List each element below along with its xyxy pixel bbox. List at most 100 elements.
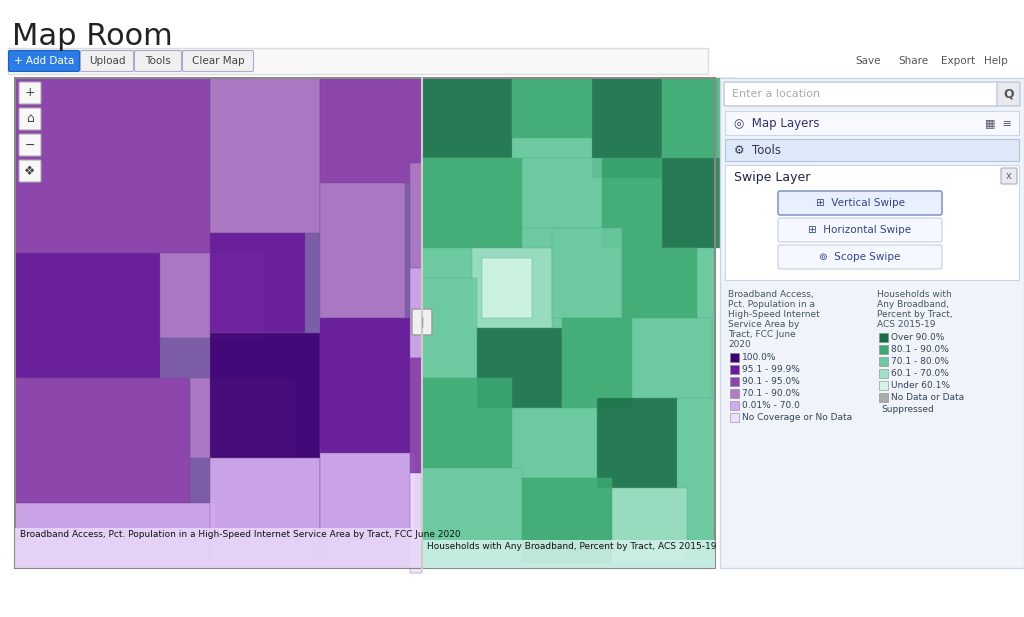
Bar — [482, 258, 532, 318]
Bar — [210, 233, 305, 333]
Bar — [730, 377, 739, 386]
FancyBboxPatch shape — [134, 51, 181, 72]
Bar — [15, 78, 422, 568]
Text: Over 90.0%: Over 90.0% — [891, 333, 944, 342]
Bar — [725, 165, 1019, 280]
Text: 2020: 2020 — [728, 340, 751, 349]
Text: ⌂: ⌂ — [26, 112, 34, 125]
Text: 95.1 - 99.9%: 95.1 - 99.9% — [742, 365, 800, 374]
Bar — [602, 158, 662, 248]
Bar — [879, 369, 888, 378]
Bar — [730, 353, 739, 362]
FancyBboxPatch shape — [182, 51, 254, 72]
Text: Tract, FCC June: Tract, FCC June — [728, 330, 796, 339]
Text: −: − — [25, 138, 35, 152]
Text: ⊚  Scope Swipe: ⊚ Scope Swipe — [819, 252, 901, 262]
Bar — [15, 378, 190, 503]
Text: Under 60.1%: Under 60.1% — [891, 381, 950, 390]
FancyBboxPatch shape — [997, 82, 1020, 106]
Bar — [410, 78, 422, 163]
Bar — [477, 328, 562, 408]
Bar — [879, 357, 888, 366]
Text: No Coverage or No Data: No Coverage or No Data — [742, 413, 852, 422]
Text: Any Broadband,: Any Broadband, — [877, 300, 949, 309]
FancyBboxPatch shape — [19, 160, 41, 182]
Bar — [210, 333, 319, 458]
Bar — [410, 268, 422, 358]
Text: No Data or Data: No Data or Data — [891, 393, 965, 402]
Bar — [15, 78, 715, 568]
FancyBboxPatch shape — [8, 51, 80, 72]
Text: Households with Any Broadband, Percent by Tract, ACS 2015-19: Households with Any Broadband, Percent b… — [427, 542, 717, 551]
Text: Map Room: Map Room — [12, 22, 173, 51]
Text: Service Area by: Service Area by — [728, 320, 800, 329]
Text: 60.1 - 70.0%: 60.1 - 70.0% — [891, 369, 949, 378]
Bar — [730, 365, 739, 374]
Bar — [410, 358, 422, 473]
Bar — [319, 78, 420, 183]
Text: Share: Share — [898, 56, 928, 66]
Bar — [319, 183, 406, 318]
Text: Broadband Access, Pct. Population in a High-Speed Internet Service Area by Tract: Broadband Access, Pct. Population in a H… — [20, 530, 461, 539]
Text: ⊞  Vertical Swipe: ⊞ Vertical Swipe — [815, 198, 904, 208]
Bar — [552, 228, 622, 318]
FancyBboxPatch shape — [724, 82, 998, 106]
Text: Clear Map: Clear Map — [191, 56, 245, 66]
Text: + Add Data: + Add Data — [14, 56, 74, 66]
FancyBboxPatch shape — [19, 134, 41, 156]
Bar — [422, 468, 522, 563]
Bar — [879, 393, 888, 402]
FancyBboxPatch shape — [19, 82, 41, 104]
Bar — [879, 345, 888, 354]
Bar — [472, 248, 552, 328]
Bar — [422, 78, 715, 568]
Text: ACS 2015-19: ACS 2015-19 — [877, 320, 936, 329]
Bar — [410, 163, 422, 268]
Bar — [730, 413, 739, 422]
Text: +: + — [25, 86, 35, 99]
FancyBboxPatch shape — [778, 245, 942, 269]
Bar — [512, 78, 592, 138]
FancyBboxPatch shape — [412, 309, 432, 335]
Text: Suppressed: Suppressed — [881, 405, 934, 414]
Bar — [410, 473, 422, 573]
FancyBboxPatch shape — [19, 108, 41, 130]
Text: ⚙  Tools: ⚙ Tools — [734, 144, 781, 157]
FancyBboxPatch shape — [778, 218, 942, 242]
Bar — [730, 401, 739, 410]
Bar — [622, 248, 697, 318]
Bar — [720, 78, 1024, 568]
Text: ❖: ❖ — [25, 165, 36, 178]
Bar — [15, 253, 160, 378]
Bar — [160, 253, 265, 338]
Bar — [879, 381, 888, 390]
Bar — [662, 78, 737, 158]
Text: Q: Q — [1004, 88, 1015, 101]
Bar — [612, 488, 687, 563]
Bar — [422, 378, 512, 468]
Text: Tools: Tools — [145, 56, 171, 66]
Text: Pct. Population in a: Pct. Population in a — [728, 300, 815, 309]
Bar — [319, 453, 415, 568]
Bar — [15, 78, 210, 253]
Bar — [512, 408, 597, 478]
Bar — [15, 528, 422, 568]
Bar — [562, 318, 632, 408]
Text: 70.1 - 80.0%: 70.1 - 80.0% — [891, 357, 949, 366]
Text: x: x — [1007, 171, 1012, 181]
Bar — [662, 158, 737, 248]
Bar — [422, 158, 522, 248]
Text: 0.01% - 70.0: 0.01% - 70.0 — [742, 401, 800, 410]
Bar — [190, 378, 295, 458]
Bar — [15, 503, 215, 568]
Text: 100.0%: 100.0% — [742, 353, 776, 362]
Text: Households with: Households with — [877, 290, 951, 299]
Text: |: | — [420, 317, 424, 327]
Text: 80.1 - 90.0%: 80.1 - 90.0% — [891, 345, 949, 354]
Bar — [422, 278, 477, 378]
Bar — [725, 139, 1019, 161]
Text: ⊞  Horizontal Swipe: ⊞ Horizontal Swipe — [808, 225, 911, 235]
Bar — [8, 48, 708, 74]
Bar — [319, 318, 410, 453]
Text: High-Speed Internet: High-Speed Internet — [728, 310, 820, 319]
